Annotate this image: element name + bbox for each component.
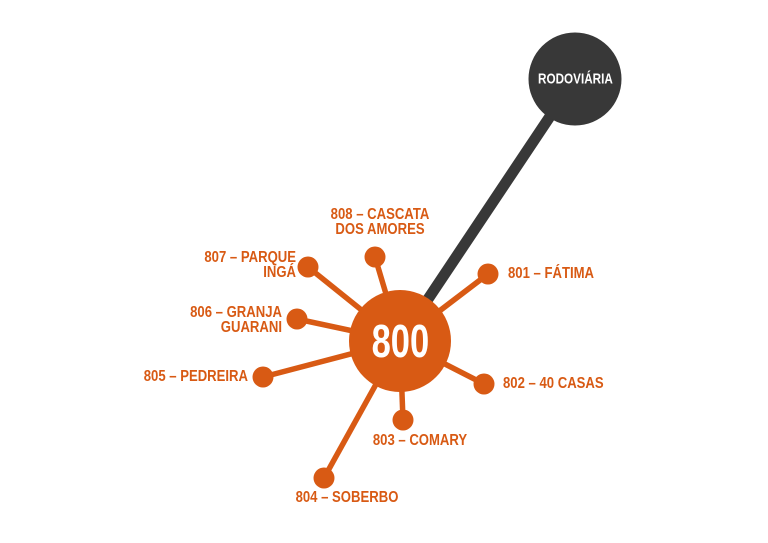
stop-label-line: 806 – GRANJA bbox=[190, 304, 282, 321]
stop-label-line: 802 – 40 CASAS bbox=[503, 375, 604, 392]
terminal-label: RODOVIÁRIA bbox=[537, 70, 613, 88]
stop-label-807: 807 – PARQUE INGÁ bbox=[173, 249, 296, 281]
hub-circle-800: 800 bbox=[349, 290, 451, 392]
hub-label: 800 bbox=[371, 315, 429, 367]
terminal-circle-rodoviaria: RODOVIÁRIA bbox=[528, 32, 622, 126]
stop-label-line: 804 – SOBERBO bbox=[295, 489, 399, 506]
stop-dot-803 bbox=[392, 409, 414, 431]
link-hub-rodoviaria bbox=[395, 75, 580, 345]
stop-dot-806 bbox=[286, 308, 308, 330]
stop-label-806: 806 – GRANJA GUARANI bbox=[159, 304, 282, 336]
stop-label-line: GUARANI bbox=[220, 319, 282, 336]
stop-dot-804 bbox=[313, 467, 335, 489]
stop-label-line: INGÁ bbox=[263, 264, 296, 281]
stop-label-801: 801 – FÁTIMA bbox=[508, 265, 595, 282]
stop-dot-805 bbox=[252, 366, 274, 388]
stop-label-line: 801 – FÁTIMA bbox=[508, 265, 595, 282]
stop-dot-802 bbox=[473, 373, 495, 395]
stop-label-803: 803 – COMARY bbox=[354, 432, 485, 449]
stop-label-line: 807 – PARQUE bbox=[204, 249, 296, 266]
stop-label-line: DOS AMORES bbox=[335, 221, 425, 238]
stop-label-805: 805 – PEDREIRA bbox=[125, 368, 248, 385]
stop-label-804: 804 – SOBERBO bbox=[281, 489, 412, 506]
stop-label-808: 808 – CASCATA DOS AMORES bbox=[313, 206, 447, 238]
stop-dot-801 bbox=[477, 263, 499, 285]
stop-dot-807 bbox=[297, 256, 319, 278]
stop-label-line: 803 – COMARY bbox=[372, 432, 468, 449]
stop-label-802: 802 – 40 CASAS bbox=[503, 375, 604, 392]
stop-dot-808 bbox=[364, 246, 386, 268]
stop-label-line: 808 – CASCATA bbox=[330, 206, 430, 223]
stop-label-line: 805 – PEDREIRA bbox=[143, 368, 248, 385]
